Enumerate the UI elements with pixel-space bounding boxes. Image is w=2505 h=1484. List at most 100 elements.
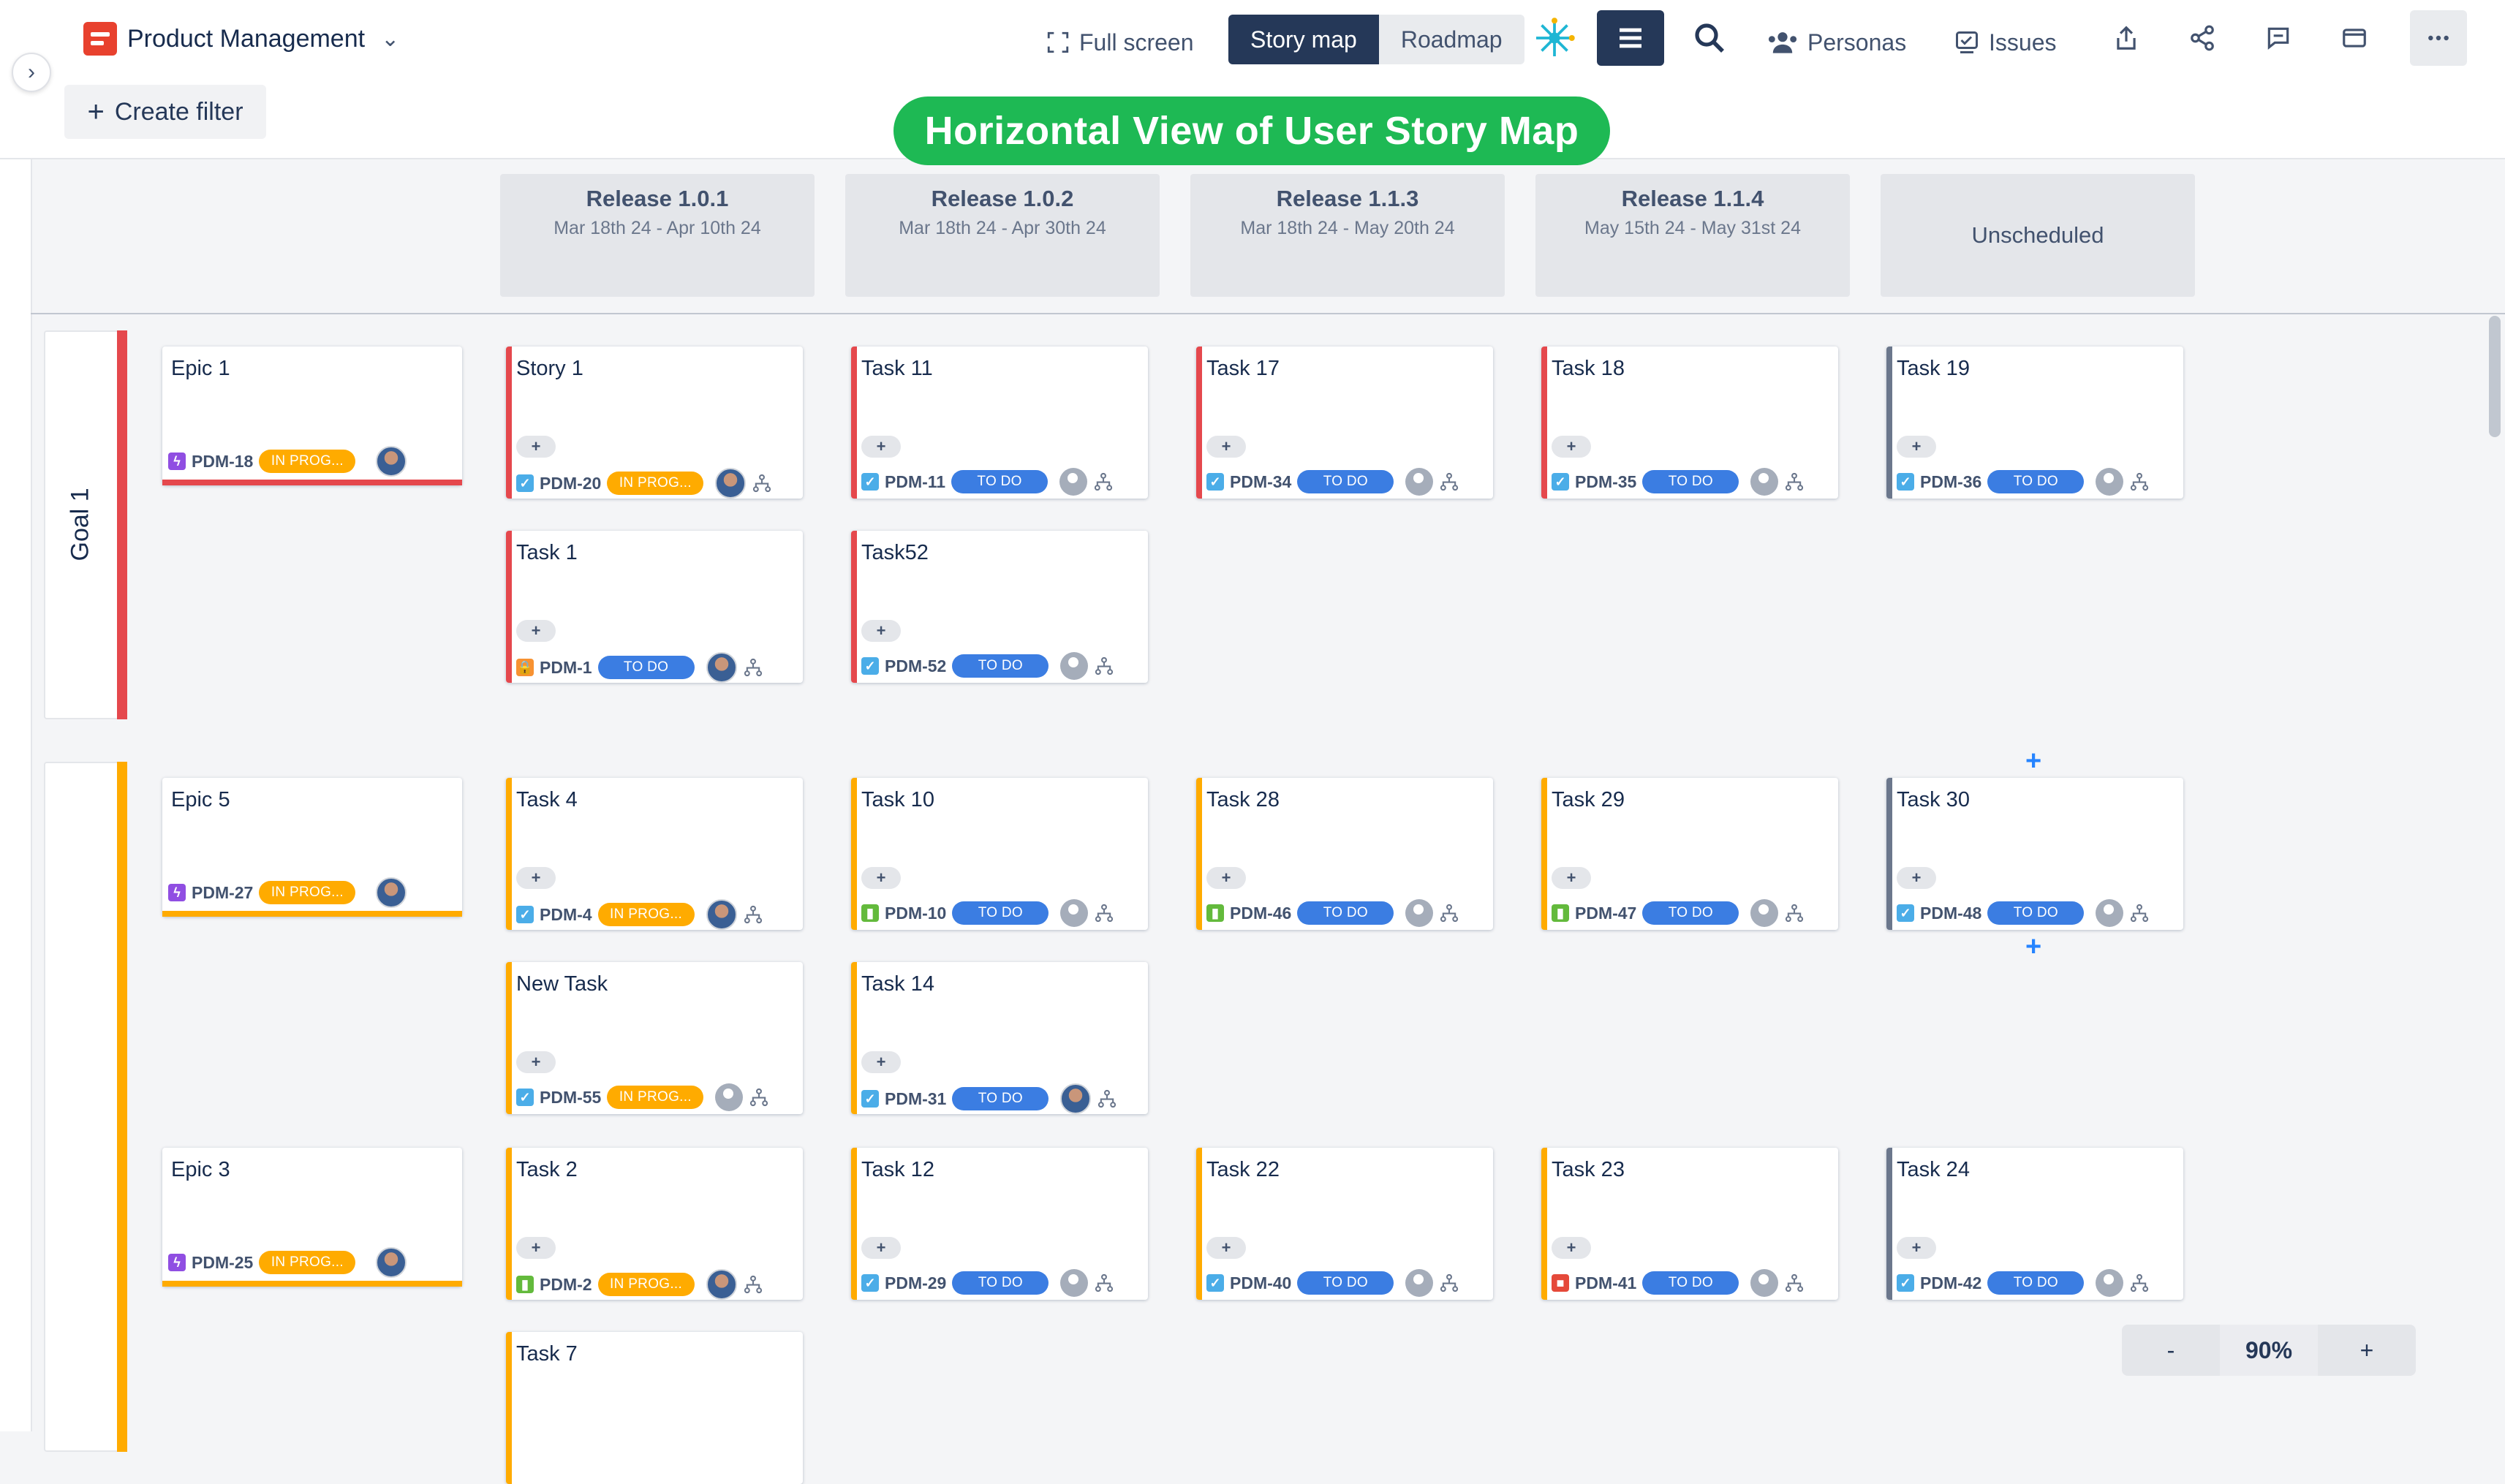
child-issues-icon[interactable] bbox=[2129, 903, 2150, 923]
story-card[interactable]: Task 18 + ✓ PDM-35 TO DO bbox=[1541, 347, 1838, 499]
add-subtask-button[interactable]: + bbox=[861, 436, 901, 458]
zoom-in-button[interactable]: + bbox=[2359, 1336, 2374, 1363]
release-header-unscheduled[interactable]: Unscheduled bbox=[1881, 174, 2195, 297]
add-subtask-button[interactable]: + bbox=[1206, 867, 1246, 889]
epic-card[interactable]: Epic 3 ϟ PDM-25 IN PROG... bbox=[162, 1148, 462, 1287]
issue-key[interactable]: PDM-18 bbox=[192, 451, 254, 471]
issue-key[interactable]: PDM-48 bbox=[1920, 903, 1982, 923]
vertical-scrollbar[interactable] bbox=[2489, 316, 2501, 437]
card-view-button[interactable] bbox=[2321, 10, 2388, 66]
more-options-button[interactable] bbox=[2410, 10, 2467, 66]
story-card[interactable]: Task 7 bbox=[506, 1332, 803, 1484]
comments-button[interactable] bbox=[2245, 10, 2312, 66]
story-card[interactable]: Task 30 + ✓ PDM-48 TO DO bbox=[1886, 778, 2183, 930]
issue-key[interactable]: PDM-40 bbox=[1230, 1273, 1292, 1292]
release-header[interactable]: Release 1.1.3 Mar 18th 24 - May 20th 24 bbox=[1190, 174, 1505, 297]
status-badge[interactable]: TO DO bbox=[952, 901, 1049, 925]
status-badge[interactable]: TO DO bbox=[597, 656, 695, 679]
avatar[interactable] bbox=[1060, 1083, 1092, 1114]
issue-key[interactable]: PDM-55 bbox=[540, 1087, 602, 1107]
issue-key[interactable]: PDM-35 bbox=[1575, 472, 1637, 491]
status-badge[interactable]: TO DO bbox=[1987, 1271, 2085, 1295]
child-issues-icon[interactable] bbox=[1784, 903, 1805, 923]
story-card[interactable]: Task 24 + ✓ PDM-42 TO DO bbox=[1886, 1148, 2183, 1300]
add-subtask-button[interactable]: + bbox=[1897, 1237, 1936, 1259]
child-issues-icon[interactable] bbox=[743, 1274, 763, 1295]
add-card-icon[interactable]: + bbox=[2025, 931, 2042, 962]
status-badge[interactable]: TO DO bbox=[1297, 470, 1394, 493]
issue-key[interactable]: PDM-31 bbox=[885, 1089, 947, 1108]
epic-card[interactable]: Epic 1 ϟ PDM-18 IN PROG... bbox=[162, 347, 462, 485]
child-issues-icon[interactable] bbox=[1094, 1273, 1114, 1293]
issues-button[interactable]: Issues bbox=[1954, 16, 2056, 69]
story-card[interactable]: Story 1 + ✓ PDM-20 IN PROG... bbox=[506, 347, 803, 499]
goal-lane[interactable]: Goal 1 bbox=[44, 330, 127, 719]
story-card[interactable]: Task 4 + ✓ PDM-4 IN PROG... bbox=[506, 778, 803, 930]
story-card[interactable]: Task 19 + ✓ PDM-36 TO DO bbox=[1886, 347, 2183, 499]
unassigned-avatar-icon[interactable] bbox=[1750, 1269, 1779, 1297]
status-badge[interactable]: TO DO bbox=[1642, 901, 1739, 925]
story-card[interactable]: Task 17 + ✓ PDM-34 TO DO bbox=[1196, 347, 1493, 499]
export-button[interactable] bbox=[2093, 10, 2160, 66]
add-subtask-button[interactable]: + bbox=[1897, 436, 1936, 458]
avatar[interactable] bbox=[706, 899, 737, 930]
status-badge[interactable]: IN PROG... bbox=[259, 1251, 356, 1274]
child-issues-icon[interactable] bbox=[752, 473, 772, 493]
status-badge[interactable]: TO DO bbox=[952, 654, 1049, 678]
add-subtask-button[interactable]: + bbox=[1897, 867, 1936, 889]
unassigned-avatar-icon[interactable] bbox=[1405, 468, 1434, 496]
child-issues-icon[interactable] bbox=[749, 1087, 769, 1108]
issue-key[interactable]: PDM-42 bbox=[1920, 1273, 1982, 1292]
search-button[interactable] bbox=[1676, 10, 1743, 66]
share-button[interactable] bbox=[2169, 10, 2236, 66]
child-issues-icon[interactable] bbox=[1093, 472, 1114, 492]
avatar[interactable] bbox=[376, 446, 407, 477]
add-subtask-button[interactable]: + bbox=[861, 1051, 901, 1073]
issue-key[interactable]: PDM-25 bbox=[192, 1252, 254, 1272]
child-issues-icon[interactable] bbox=[1439, 472, 1459, 492]
child-issues-icon[interactable] bbox=[1439, 1273, 1459, 1293]
avatar[interactable] bbox=[715, 468, 747, 499]
release-header[interactable]: Release 1.0.1 Mar 18th 24 - Apr 10th 24 bbox=[500, 174, 815, 297]
add-subtask-button[interactable]: + bbox=[516, 620, 556, 642]
story-card[interactable]: Task 12 + ✓ PDM-29 TO DO bbox=[851, 1148, 1148, 1300]
story-card[interactable]: Task 29 + ▮ PDM-47 TO DO bbox=[1541, 778, 1838, 930]
status-badge[interactable]: TO DO bbox=[951, 470, 1049, 493]
add-subtask-button[interactable]: + bbox=[516, 1237, 556, 1259]
add-card-icon[interactable]: + bbox=[2025, 746, 2042, 776]
add-subtask-button[interactable]: + bbox=[1552, 1237, 1591, 1259]
add-subtask-button[interactable]: + bbox=[1552, 867, 1591, 889]
zoom-out-button[interactable]: - bbox=[2166, 1336, 2175, 1363]
add-subtask-button[interactable]: + bbox=[516, 1051, 556, 1073]
story-card[interactable]: Task 2 + ▮ PDM-2 IN PROG... bbox=[506, 1148, 803, 1300]
horizontal-view-button[interactable] bbox=[1597, 10, 1664, 66]
child-issues-icon[interactable] bbox=[1439, 903, 1459, 923]
status-badge[interactable]: IN PROG... bbox=[597, 1273, 695, 1296]
issue-key[interactable]: PDM-4 bbox=[540, 904, 592, 924]
child-issues-icon[interactable] bbox=[743, 657, 763, 678]
unassigned-avatar-icon[interactable] bbox=[2096, 468, 2124, 496]
story-card[interactable]: Task 14 + ✓ PDM-31 TO DO bbox=[851, 962, 1148, 1114]
child-issues-icon[interactable] bbox=[1097, 1089, 1117, 1109]
tab-roadmap[interactable]: Roadmap bbox=[1378, 15, 1524, 64]
add-subtask-button[interactable]: + bbox=[1206, 436, 1246, 458]
expand-sidebar-icon[interactable]: › bbox=[12, 53, 51, 92]
child-issues-icon[interactable] bbox=[2129, 472, 2150, 492]
add-subtask-button[interactable]: + bbox=[1552, 436, 1591, 458]
avatar[interactable] bbox=[376, 877, 407, 908]
status-badge[interactable]: TO DO bbox=[952, 1271, 1049, 1295]
status-badge[interactable]: IN PROG... bbox=[607, 472, 704, 495]
issue-key[interactable]: PDM-2 bbox=[540, 1274, 592, 1294]
status-badge[interactable]: TO DO bbox=[952, 1087, 1049, 1110]
status-badge[interactable]: IN PROG... bbox=[607, 1086, 704, 1109]
issue-key[interactable]: PDM-20 bbox=[540, 473, 602, 493]
add-subtask-button[interactable]: + bbox=[1206, 1237, 1246, 1259]
story-card[interactable]: Task 1 + 🔒 PDM-1 TO DO bbox=[506, 531, 803, 683]
add-subtask-button[interactable]: + bbox=[861, 867, 901, 889]
story-card[interactable]: Task 23 + ■ PDM-41 TO DO bbox=[1541, 1148, 1838, 1300]
unassigned-avatar-icon[interactable] bbox=[1060, 1269, 1089, 1297]
story-card[interactable]: Task 22 + ✓ PDM-40 TO DO bbox=[1196, 1148, 1493, 1300]
child-issues-icon[interactable] bbox=[2129, 1273, 2150, 1293]
issue-key[interactable]: PDM-1 bbox=[540, 657, 592, 677]
unassigned-avatar-icon[interactable] bbox=[1059, 468, 1088, 496]
